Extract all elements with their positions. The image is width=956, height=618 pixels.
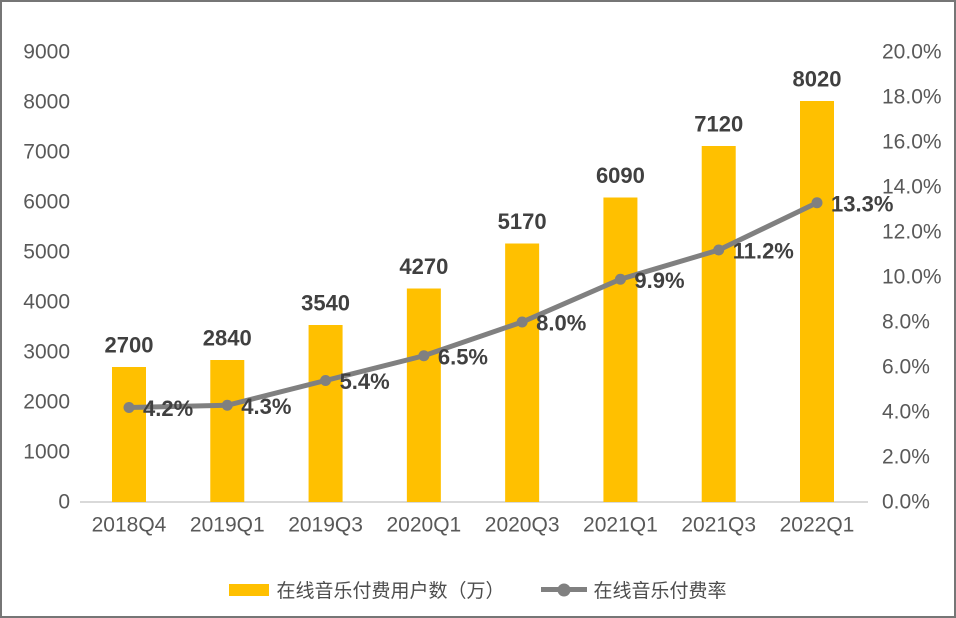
bar-value-label-2019Q3: 3540 — [301, 291, 350, 316]
pay-rate-label-2021Q1: 9.9% — [634, 268, 684, 293]
pay-rate-point-2020Q1 — [418, 350, 430, 362]
bar-value-label-2020Q1: 4270 — [399, 254, 448, 279]
pay-rate-label-2022Q1: 13.3% — [831, 191, 893, 216]
pay-rate-point-2021Q3 — [713, 244, 725, 256]
left-axis-tick: 3000 — [23, 341, 70, 364]
pay-rate-label-2019Q1: 4.3% — [241, 394, 291, 419]
legend-label-pay-rate: 在线音乐付费率 — [593, 581, 727, 602]
right-axis-tick: 16.0% — [882, 131, 942, 154]
pay-rate-point-2019Q3 — [320, 375, 332, 386]
bar-2022Q1 — [800, 101, 834, 502]
bar-2019Q1 — [210, 360, 245, 502]
left-axis-tick: 0 — [58, 491, 70, 514]
bar-2019Q3 — [308, 325, 343, 502]
bar-value-label-2021Q3: 7120 — [694, 112, 743, 137]
left-axis-tick: 7000 — [23, 141, 70, 164]
x-axis-label-2022Q1: 2022Q1 — [780, 514, 855, 537]
x-axis-label-2020Q3: 2020Q3 — [485, 514, 560, 537]
pay-rate-label-2020Q1: 6.5% — [438, 344, 488, 369]
pay-rate-point-2020Q3 — [516, 316, 528, 328]
left-axis-tick: 8000 — [23, 91, 70, 114]
right-axis-tick: 12.0% — [882, 221, 942, 244]
x-axis-label-2018Q4: 2018Q4 — [92, 514, 167, 537]
right-axis-tick: 4.0% — [882, 401, 930, 424]
bar-2021Q3 — [701, 146, 736, 502]
pay-rate-point-2018Q4 — [123, 402, 135, 413]
right-axis-tick: 2.0% — [882, 446, 930, 469]
right-axis-tick: 0.0% — [882, 491, 930, 514]
pay-rate-point-2022Q1 — [811, 197, 823, 209]
bar-value-label-2020Q3: 5170 — [498, 209, 547, 234]
left-axis-tick: 9000 — [23, 41, 70, 64]
x-axis-label-2020Q1: 2020Q1 — [386, 514, 461, 537]
x-axis-label-2019Q3: 2019Q3 — [288, 514, 363, 537]
right-axis-tick: 10.0% — [882, 266, 942, 289]
right-axis-tick: 18.0% — [882, 86, 942, 109]
left-axis-tick: 1000 — [23, 441, 70, 464]
right-axis-tick: 20.0% — [882, 41, 942, 64]
right-axis-tick: 6.0% — [882, 356, 930, 379]
right-axis-tick: 14.0% — [882, 176, 942, 199]
bar-value-label-2021Q1: 6090 — [596, 163, 645, 188]
bar-series-swatch — [229, 583, 270, 596]
pay-rate-line — [128, 200, 819, 410]
bar-value-label-2022Q1: 8020 — [793, 67, 842, 92]
legend-item-paid-users: 在线音乐付费用户数（万） — [229, 576, 505, 603]
legend-item-pay-rate: 在线音乐付费率 — [540, 576, 727, 603]
left-axis-tick: 6000 — [23, 191, 70, 214]
line-series-swatch — [540, 583, 587, 596]
bar-value-label-2019Q1: 2840 — [203, 326, 252, 351]
bar-value-label-2018Q4: 2700 — [105, 333, 154, 358]
pay-rate-label-2019Q3: 5.4% — [340, 369, 390, 394]
pay-rate-label-2020Q3: 8.0% — [536, 311, 586, 336]
left-axis-tick: 4000 — [23, 291, 70, 314]
pay-rate-label-2018Q4: 4.2% — [143, 396, 193, 421]
left-axis-tick: 5000 — [23, 241, 70, 264]
bar-2021Q1 — [603, 197, 638, 502]
bar-2020Q3 — [505, 243, 540, 502]
x-axis-label-2019Q1: 2019Q1 — [190, 514, 265, 537]
pay-rate-point-2021Q1 — [614, 273, 626, 285]
left-axis-tick: 2000 — [23, 391, 70, 414]
x-axis-label-2021Q3: 2021Q3 — [681, 514, 756, 537]
bar-2020Q1 — [406, 288, 441, 502]
chart-legend: 在线音乐付费用户数（万） 在线音乐付费率 — [2, 576, 954, 603]
pay-rate-point-2019Q1 — [221, 399, 233, 411]
right-axis-tick: 8.0% — [882, 311, 930, 334]
legend-label-paid-users: 在线音乐付费用户数（万） — [276, 581, 505, 602]
pay-rate-label-2021Q3: 11.2% — [733, 239, 794, 264]
x-axis-label-2021Q1: 2021Q1 — [583, 514, 658, 537]
bar-2018Q4 — [112, 367, 146, 502]
line-series-dot-icon — [557, 583, 570, 596]
